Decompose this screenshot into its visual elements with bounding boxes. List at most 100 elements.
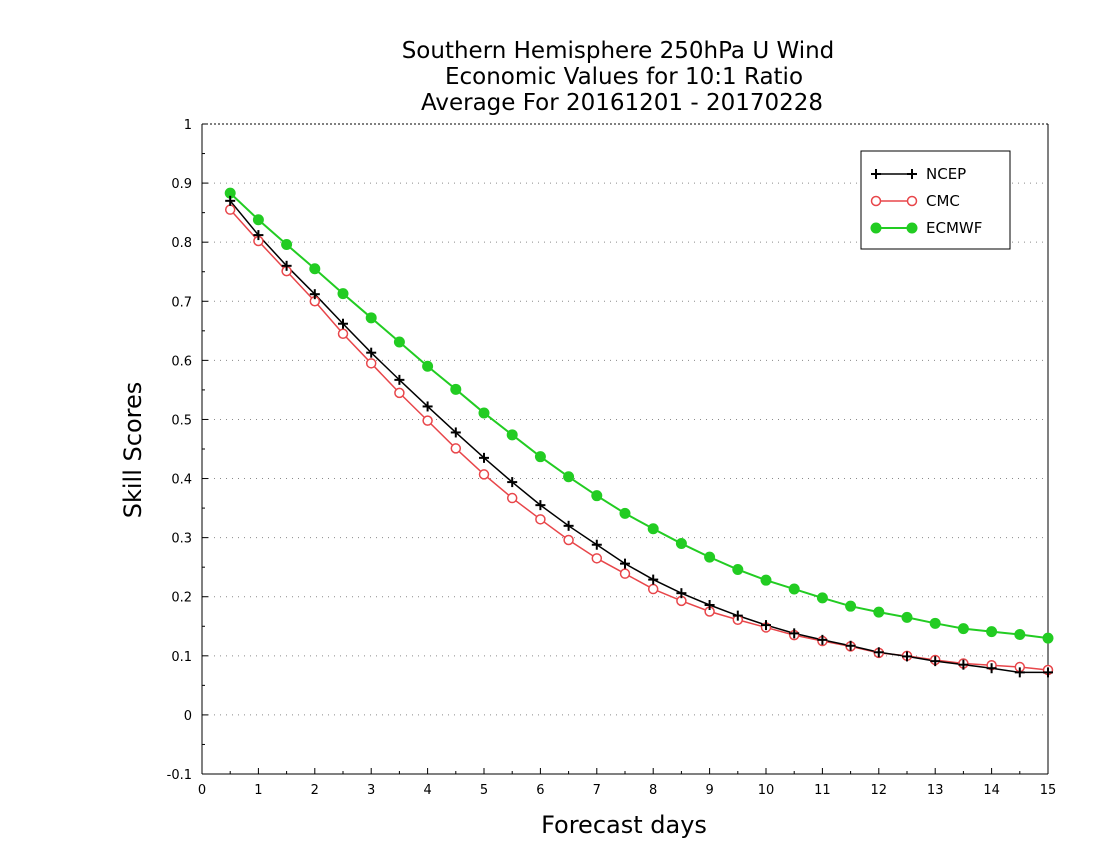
x-tick-label: 8 (649, 783, 657, 798)
y-tick-label: -0.1 (167, 768, 192, 783)
y-tick-label: 0 (184, 709, 192, 724)
data-point-cmc (394, 387, 405, 399)
tick-marks (201, 123, 1049, 775)
chart-title-line-2: Economic Values for 10:1 Ratio (445, 64, 803, 90)
data-point-ncep (648, 574, 659, 585)
x-tick-label: 9 (705, 783, 713, 798)
y-tick-label: 0.4 (171, 473, 192, 488)
data-point-ecmwf (675, 538, 687, 550)
data-point-cmc (563, 534, 574, 546)
legend-marker (870, 195, 882, 207)
data-point-ncep (817, 634, 828, 645)
data-point-cmc (450, 443, 462, 454)
data-point-ecmwf (957, 623, 969, 635)
data-point-ecmwf (252, 214, 264, 226)
data-point-ecmwf (563, 471, 575, 483)
data-point-ecmwf (788, 583, 800, 595)
data-point-ecmwf (647, 523, 659, 535)
data-point-ncep (789, 628, 800, 639)
data-point-ecmwf (760, 574, 772, 586)
gridlines (202, 182, 1048, 716)
legend-marker (906, 195, 918, 207)
legend-box (860, 150, 1011, 250)
y-tick-label: 0.6 (171, 354, 192, 369)
y-tick-label: 0.7 (171, 295, 192, 310)
x-tick-label: 14 (983, 783, 1000, 798)
data-point-ncep (338, 318, 348, 329)
x-tick-label: 6 (536, 783, 544, 798)
legend-item-ecmwf: ECMWF (870, 219, 982, 237)
data-point-ncep (253, 230, 264, 241)
y-tick-labels: -0.1 0 0.1 0.2 0.3 0.4 0.5 0.6 0.7 0.8 0.9 1 (167, 118, 192, 783)
chart-title-line-1: Southern Hemisphere 250hPa U Wind (402, 38, 835, 64)
data-point-ncep (535, 500, 546, 511)
legend-marker (870, 222, 882, 234)
x-tick-label: 2 (311, 783, 319, 798)
data-point-ncep (704, 600, 715, 610)
data-point-ncep (1014, 667, 1025, 678)
data-point-ecmwf (732, 564, 744, 576)
x-tick-label: 13 (927, 783, 944, 798)
data-point-ecmwf (591, 490, 603, 502)
data-point-ncep (1043, 667, 1053, 678)
data-point-ecmwf (309, 263, 321, 275)
series-lines (229, 192, 1049, 674)
x-tick-label: 1 (254, 783, 262, 798)
data-point-ecmwf (422, 360, 434, 372)
data-point-ecmwf (478, 407, 490, 419)
data-point-ncep (930, 656, 941, 667)
chart-title-line-3: Average For 20161201 - 20170228 (421, 90, 823, 116)
data-point-ncep (394, 374, 405, 385)
data-point-ecmwf (1042, 632, 1054, 644)
data-point-ecmwf (845, 600, 857, 612)
x-tick-labels: 0 1 2 3 4 5 6 7 8 9 10 11 12 13 14 15 (198, 783, 1056, 798)
data-point-ecmwf (901, 611, 913, 623)
data-point-ecmwf (393, 336, 405, 348)
data-point-ecmwf (534, 451, 546, 463)
data-point-cmc (535, 514, 546, 525)
x-tick-label: 0 (198, 783, 206, 798)
data-point-ecmwf (506, 429, 518, 441)
series-line-cmc (229, 209, 1049, 671)
data-point-ncep (873, 647, 884, 658)
x-tick-label: 7 (593, 783, 601, 798)
series-markers (224, 187, 1054, 678)
chart-title: Southern Hemisphere 250hPa U Wind Econom… (402, 38, 835, 116)
data-point-ncep (450, 427, 461, 438)
data-point-ncep (620, 558, 630, 569)
data-point-cmc (591, 553, 603, 564)
data-point-ecmwf (873, 606, 885, 618)
y-axis-label: Skill Scores (119, 382, 147, 519)
data-point-ncep (902, 651, 912, 662)
x-tick-label: 10 (758, 783, 775, 798)
data-point-ecmwf (337, 288, 349, 300)
data-point-cmc (365, 358, 377, 369)
y-tick-label: 0.3 (171, 532, 192, 547)
x-tick-label: 11 (814, 783, 831, 798)
data-point-ncep (479, 452, 489, 463)
data-point-cmc (337, 328, 349, 340)
data-point-cmc (619, 568, 631, 579)
data-point-ncep (422, 401, 433, 412)
data-point-ncep (225, 195, 236, 206)
y-tick-label: 1 (184, 118, 192, 133)
data-point-ncep (563, 520, 574, 531)
y-tick-label: 0.9 (171, 177, 192, 192)
data-point-ncep (309, 289, 320, 300)
data-point-ncep (761, 620, 771, 631)
data-point-ecmwf (986, 626, 998, 638)
x-tick-label: 15 (1040, 783, 1057, 798)
y-tick-label: 0.1 (171, 650, 192, 665)
data-point-ecmwf (450, 383, 462, 395)
data-point-ncep (958, 659, 969, 670)
data-point-cmc (647, 583, 659, 595)
data-point-ncep (732, 610, 743, 621)
data-point-ecmwf (929, 617, 941, 629)
data-point-cmc (478, 469, 490, 480)
data-point-ecmwf (365, 312, 377, 324)
x-axis-label: Forecast days (541, 811, 707, 839)
x-tick-label: 3 (367, 783, 375, 798)
series-line-ncep (229, 200, 1048, 674)
legend-item-cmc: CMC (870, 192, 960, 210)
